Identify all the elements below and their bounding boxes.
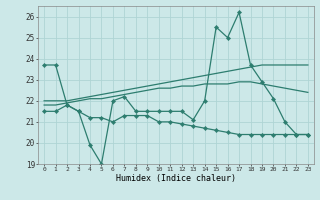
X-axis label: Humidex (Indice chaleur): Humidex (Indice chaleur) (116, 174, 236, 183)
